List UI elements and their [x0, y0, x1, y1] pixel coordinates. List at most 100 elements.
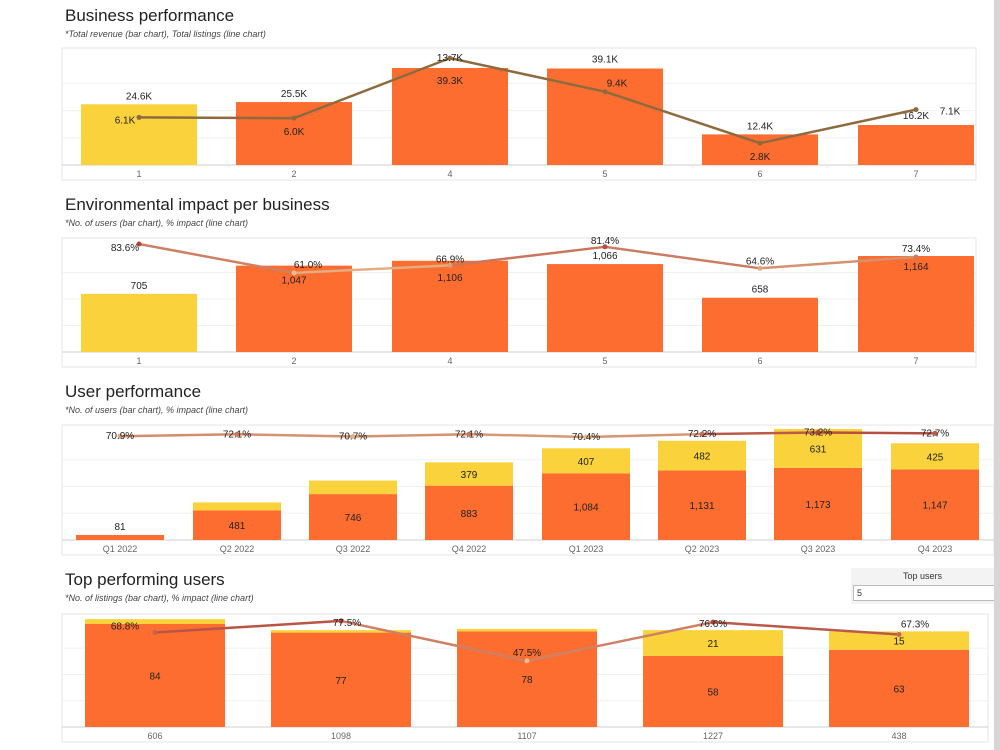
stacked-bar-segment-yellow [658, 440, 746, 471]
line-segment [758, 255, 918, 270]
line-value-label: 6.0K [284, 127, 305, 138]
x-tick-label: 1227 [703, 731, 723, 741]
line-point [757, 265, 763, 271]
bar-value-label: 12.4K [747, 121, 773, 132]
bar-value-label: 58 [707, 687, 719, 698]
bar-value-label: 883 [461, 509, 478, 520]
stacked-bar-segment-orange [425, 485, 513, 540]
line-point [234, 431, 240, 437]
vertical-scrollbar[interactable] [994, 0, 1000, 750]
line-point [291, 270, 297, 276]
x-tick-label: Q4 2022 [452, 544, 487, 554]
bar-value-label: 705 [131, 281, 148, 292]
x-tick-label: 2 [291, 356, 296, 366]
bar-value-label: 78 [521, 675, 533, 686]
chart-title-user-performance: User performance [65, 382, 202, 401]
line-value-label: 9.4K [607, 79, 628, 90]
line-segment [448, 56, 607, 93]
bar-value-label: 425 [927, 452, 944, 463]
top-users-label: Top users [902, 571, 943, 581]
line-segment [758, 108, 918, 145]
line-point [932, 430, 938, 436]
line-value-label: 67.3% [901, 619, 929, 630]
chart-subtitle-user-performance: *No. of users (bar chart), % impact (lin… [65, 405, 249, 415]
line-segment [118, 433, 239, 438]
stacked-bar-segment-orange [542, 473, 630, 540]
line-point [466, 431, 472, 437]
line-point [757, 140, 763, 146]
line-value-label: 81.4% [591, 236, 619, 247]
bar-value-label: 1,131 [689, 501, 714, 512]
chart-title-business-performance: Business performance [65, 6, 235, 25]
stacked-bar-segment-yellow [193, 502, 281, 511]
stacked-bar-segment-orange [829, 649, 969, 727]
line-value-label: 73.4% [902, 244, 930, 255]
x-tick-label: 6 [757, 169, 762, 179]
bar-value-label: 1,047 [281, 276, 306, 287]
line-point [136, 114, 142, 120]
bar [858, 256, 974, 352]
bar [236, 102, 352, 165]
line-value-label: 61.0% [294, 260, 322, 271]
line-point [602, 244, 608, 250]
top-users-input[interactable]: 5 [853, 585, 995, 601]
stacked-bar-segment-orange [193, 510, 281, 540]
bar-value-label: 631 [810, 444, 827, 455]
line-segment [235, 433, 355, 438]
line-value-label: 73.2% [804, 428, 832, 439]
line-segment [525, 620, 715, 663]
x-tick-label: 6 [757, 356, 762, 366]
x-tick-label: Q4 2023 [918, 544, 953, 554]
line-point [117, 433, 123, 439]
stacked-bar-segment-yellow [271, 630, 411, 633]
line-value-label: 72.7% [921, 428, 949, 439]
line-segment [603, 245, 762, 270]
bar-value-label: 77 [335, 676, 347, 687]
x-tick-label: 4 [447, 169, 452, 179]
bar-value-label: 39.3K [437, 76, 463, 87]
stacked-bar-segment-yellow [542, 448, 630, 474]
chart-subtitle-business-performance: *Total revenue (bar chart), Total listin… [65, 29, 266, 39]
line-value-label: 6.1K [115, 115, 136, 126]
bar-value-label: 379 [461, 470, 478, 481]
x-tick-label: 1 [136, 356, 141, 366]
line-point [447, 262, 453, 268]
line-value-label: 76.6% [699, 619, 727, 630]
chart-title-top-performing-users: Top performing users [65, 570, 225, 589]
bar [81, 293, 197, 352]
line-point [896, 631, 902, 637]
bar-value-label: 407 [578, 457, 595, 468]
line-value-label: 70.7% [339, 432, 367, 443]
line-segment [292, 264, 452, 275]
stacked-bar-segment-orange [643, 655, 783, 727]
bar-value-label: 1,066 [592, 251, 617, 262]
stacked-bar-segment-orange [76, 535, 164, 540]
line-value-label: 83.6% [111, 243, 139, 254]
x-tick-label: 7 [913, 169, 918, 179]
x-tick-label: 4 [447, 356, 452, 366]
bar-value-label: 481 [229, 521, 246, 532]
bar-value-label: 39.1K [592, 54, 618, 65]
bar [702, 134, 818, 165]
line-point [583, 434, 589, 440]
line-point [338, 618, 344, 624]
bar-value-label: 63 [893, 684, 905, 695]
line-value-label: 72.2% [688, 429, 716, 440]
x-tick-label: Q3 2023 [801, 544, 836, 554]
plot-frame [61, 47, 977, 181]
line-point [815, 430, 821, 436]
line-value-label: 47.5% [513, 648, 541, 659]
x-tick-label: 1 [136, 169, 141, 179]
stacked-bar-segment-orange [271, 632, 411, 727]
line-segment [448, 245, 607, 267]
line-value-label: 68.8% [111, 621, 139, 632]
line-point [602, 89, 608, 95]
line-value-label: 72.1% [223, 429, 251, 440]
stacked-bar-segment-orange [658, 470, 746, 540]
x-tick-label: Q3 2022 [336, 544, 371, 554]
line-value-label: 13.7K [437, 53, 463, 64]
bar-value-label: 482 [694, 452, 711, 463]
bar-value-label: 25.5K [281, 89, 307, 100]
line-point [136, 241, 142, 247]
line-value-label: 70.9% [106, 431, 134, 442]
